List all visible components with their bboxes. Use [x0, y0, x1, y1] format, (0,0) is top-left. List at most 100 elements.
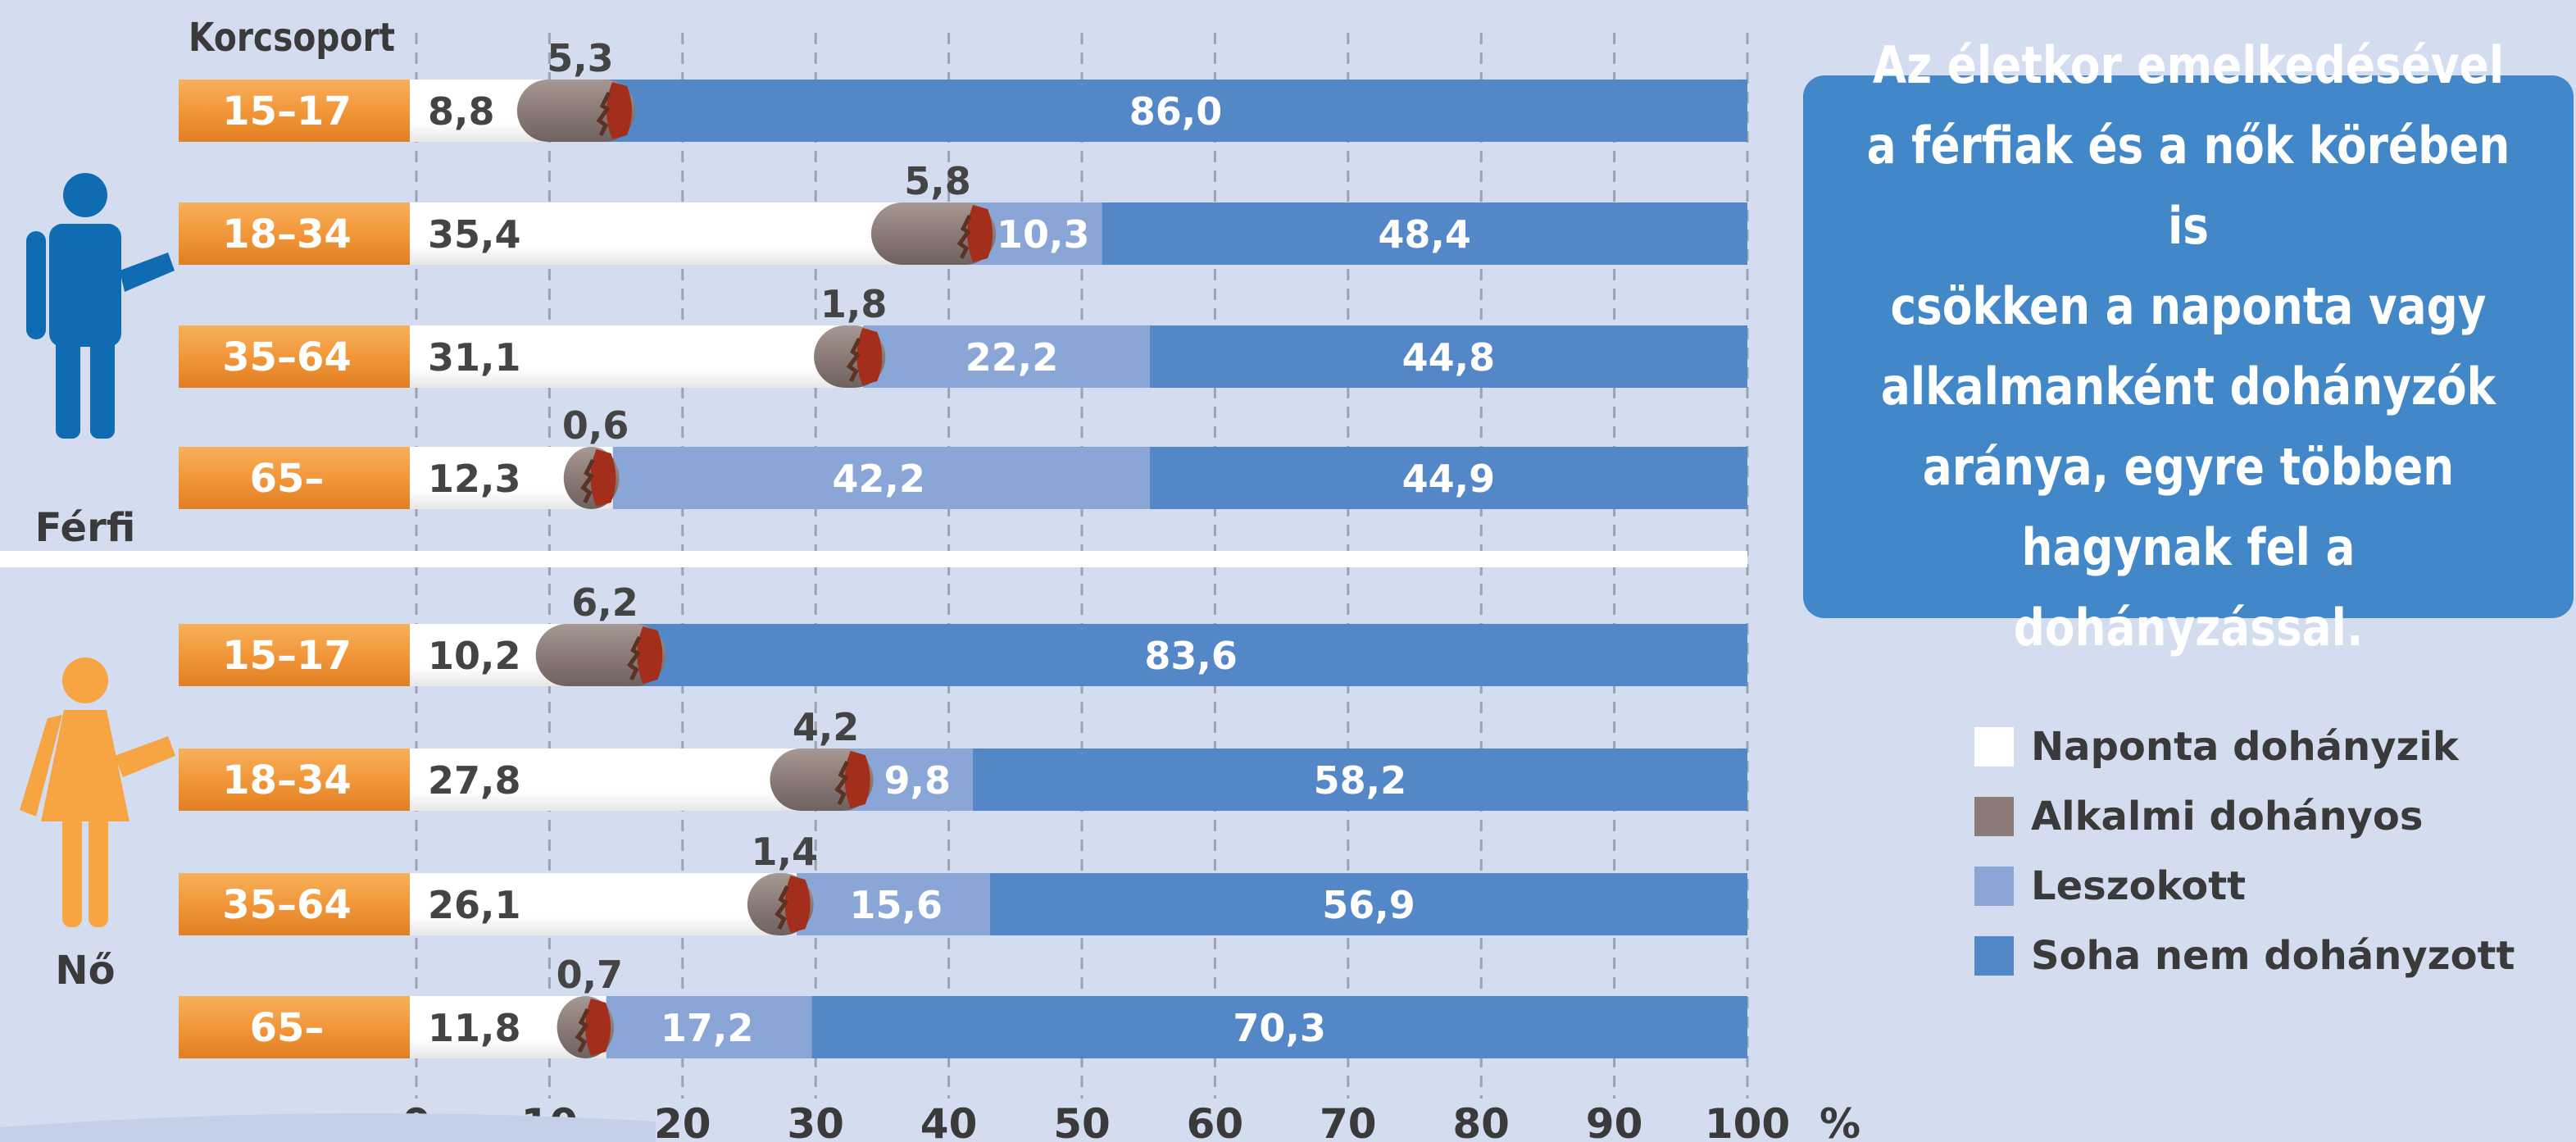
- legend-label: Naponta dohányzik: [2031, 724, 2460, 770]
- value-label-naponta: 10,2: [428, 634, 521, 678]
- bar-ash-crack: [580, 458, 595, 504]
- bar-cigarette-ember: [585, 999, 611, 1056]
- icon-leg: [56, 332, 80, 439]
- bar-soha-nem-dohanyzott: [989, 873, 1747, 935]
- x-tick-label: 60: [1187, 1100, 1244, 1142]
- icon-raised-arm: [120, 253, 175, 292]
- bar-ash-crack: [834, 760, 849, 806]
- category-label-bg: [179, 447, 426, 509]
- value-label-naponta: 27,8: [428, 758, 521, 803]
- value-label-leszokott: 10,3: [997, 212, 1090, 257]
- value-label-leszokott: 22,2: [965, 335, 1059, 380]
- category-label-bg: [179, 748, 426, 811]
- x-axis-unit: %: [1820, 1100, 1860, 1142]
- row-ferfi-1: [179, 202, 1747, 265]
- icon-dress: [41, 710, 129, 821]
- row-ferfi-3: [179, 447, 1747, 509]
- bar-layer: [0, 80, 1748, 1058]
- icon-raised-arm: [115, 736, 175, 777]
- value-label-leszokott: 9,8: [884, 758, 952, 803]
- bar-soha-nem-dohanyzott: [811, 996, 1747, 1058]
- value-label-naponta: 11,8: [428, 1006, 521, 1050]
- legend-swatch: [1974, 727, 2014, 767]
- x-tick-label: 90: [1586, 1100, 1643, 1142]
- category-label-bg: [179, 80, 426, 142]
- value-label-soha: 70,3: [1233, 1006, 1326, 1050]
- value-label-alkalmi: 6,2: [571, 580, 638, 625]
- value-label-alkalmi: 0,6: [562, 403, 629, 448]
- x-tick-label: 70: [1320, 1100, 1377, 1142]
- value-label-soha: 56,9: [1322, 883, 1415, 927]
- icon-torso: [49, 224, 121, 347]
- group-separator: [0, 551, 1747, 567]
- value-label-alkalmi: 1,4: [751, 830, 818, 874]
- value-label-naponta: 8,8: [428, 89, 495, 134]
- icon-arm: [26, 231, 46, 339]
- bar-cigarette-ember: [606, 82, 632, 139]
- value-label-alkalmi: 5,8: [904, 159, 971, 203]
- x-tick-label: 100: [1705, 1100, 1790, 1142]
- bar-leszokott: [583, 996, 812, 1058]
- value-label-leszokott: 42,2: [832, 457, 925, 501]
- annotation-callout: Az életkor emelkedésével a férfiak és a …: [1803, 35, 2574, 657]
- category-label: 65–: [250, 1005, 325, 1051]
- category-label-bg: [179, 873, 426, 935]
- bar-naponta-dohanyzik: [410, 325, 864, 388]
- bar-leszokott: [782, 873, 990, 935]
- bar-ash-crack: [626, 635, 642, 681]
- group-label: Nő: [55, 948, 115, 994]
- icon-leg: [90, 332, 115, 439]
- legend-swatch: [1974, 867, 2014, 906]
- value-label-soha: 58,2: [1314, 758, 1407, 803]
- bar-cigarette-ember: [637, 626, 663, 684]
- row-no-0: [179, 624, 1748, 686]
- bar-naponta-dohanyzik: [410, 748, 820, 811]
- icon-arm: [20, 715, 62, 817]
- value-label-soha: 83,6: [1144, 634, 1238, 678]
- bar-soha-nem-dohanyzott: [634, 624, 1748, 686]
- value-label-soha: 44,9: [1402, 457, 1496, 501]
- bar-leszokott: [854, 325, 1150, 388]
- value-label-soha: 48,4: [1378, 212, 1471, 257]
- annotation-text: Az életkor emelkedésével a férfiak és a …: [1866, 35, 2510, 657]
- value-label-leszokott: 15,6: [850, 883, 943, 927]
- legend-swatch: [1974, 936, 2014, 976]
- bar-soha-nem-dohanyzott: [1102, 202, 1747, 265]
- category-label: 65–: [250, 456, 325, 502]
- bar-naponta-dohanyzik: [410, 873, 797, 935]
- bar-leszokott: [588, 447, 1150, 509]
- value-label-soha: 44,8: [1402, 335, 1496, 380]
- bar-cigarette-ember: [784, 876, 811, 933]
- row-ferfi-2: [179, 325, 1747, 388]
- category-axis-title: Korcsoport: [189, 15, 395, 61]
- category-label-bg: [179, 325, 426, 388]
- bar-ash-crack: [596, 91, 611, 137]
- bar-cigarette-ember: [590, 449, 616, 507]
- bar-cigarette-ember: [967, 205, 993, 262]
- category-label: 18–34: [222, 212, 352, 257]
- category-label-bg: [179, 624, 426, 686]
- category-label: 35–64: [222, 882, 352, 928]
- category-label: 15–17: [222, 633, 352, 679]
- x-tick-label: 40: [920, 1100, 978, 1142]
- row-no-3: [179, 996, 1747, 1058]
- bar-cigarette-ember: [856, 328, 883, 385]
- bar-ash-crack: [575, 1008, 590, 1053]
- bar-ash-crack: [956, 214, 972, 260]
- row-no-2: [179, 873, 1747, 935]
- bar-alkalmi-dohanyos: [535, 624, 666, 686]
- category-label: 35–64: [222, 334, 352, 380]
- value-label-naponta: 35,4: [428, 212, 521, 257]
- bar-soha-nem-dohanyzott: [972, 748, 1747, 811]
- category-label: 15–17: [222, 89, 352, 134]
- bar-ash-crack: [846, 337, 861, 383]
- category-label-bg: [179, 996, 426, 1058]
- value-label-alkalmi: 0,7: [557, 953, 624, 997]
- bar-cigarette-ember: [844, 751, 870, 808]
- value-label-alkalmi: 4,2: [793, 705, 860, 749]
- x-tick-label: 50: [1053, 1100, 1111, 1142]
- value-label-soha: 86,0: [1129, 89, 1223, 134]
- value-label-alkalmi: 1,8: [820, 282, 888, 326]
- row-ferfi-0: [179, 80, 1747, 142]
